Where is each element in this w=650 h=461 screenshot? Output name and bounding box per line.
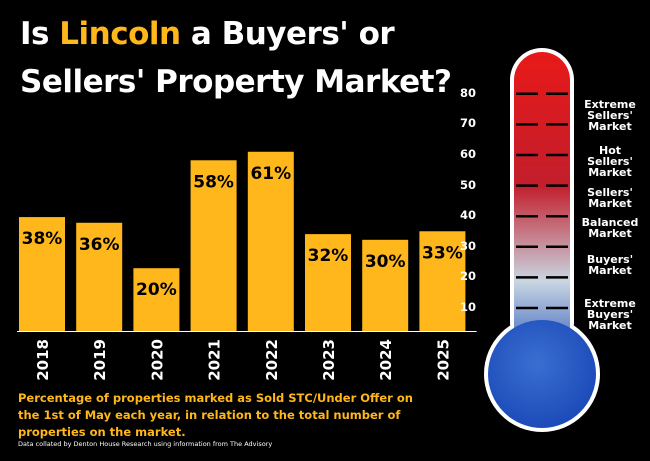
x-tick-2023: 2023 bbox=[320, 339, 338, 381]
data-label-2024: 30% bbox=[365, 252, 406, 272]
data-label-2025: 33% bbox=[422, 243, 463, 263]
x-tick-2018: 2018 bbox=[34, 339, 52, 381]
x-tick-2021: 2021 bbox=[206, 339, 224, 381]
zone-label-4: Buyers' Market bbox=[586, 253, 634, 278]
scale-label-70: 70 bbox=[459, 116, 476, 131]
title-line-1: Is Lincoln a Buyers' or bbox=[20, 10, 460, 58]
title-highlight: Lincoln bbox=[59, 16, 181, 52]
scale-label-40: 40 bbox=[459, 208, 476, 223]
thermometer-tube bbox=[514, 52, 570, 370]
x-tick-2025: 2025 bbox=[434, 339, 452, 381]
bar-2023 bbox=[305, 234, 351, 331]
bar-chart: 38% 2018 36% 2019 20% 2020 58% 2021 61% 2022 32% 20… bbox=[17, 151, 477, 381]
zone-label-1: Hot Sellers' Market bbox=[587, 143, 633, 179]
x-tick-2024: 2024 bbox=[377, 339, 395, 381]
chart-title: Is Lincoln a Buyers' or Sellers' Propert… bbox=[20, 10, 460, 106]
x-tick-2022: 2022 bbox=[263, 339, 281, 381]
data-label-2019: 36% bbox=[79, 235, 120, 255]
bar-2025 bbox=[419, 231, 466, 331]
zone-label-3: Balanced Market bbox=[581, 216, 639, 241]
scale-label-20: 20 bbox=[459, 269, 476, 284]
bar-2021 bbox=[190, 160, 237, 331]
scale-label-10: 10 bbox=[459, 300, 476, 314]
zone-label-0: Extreme Sellers' Market bbox=[584, 97, 636, 133]
scale-label-80: 80 bbox=[459, 85, 476, 100]
thermometer-bulb bbox=[488, 320, 596, 428]
title-suffix: a Buyers' or bbox=[180, 16, 395, 52]
zone-label-5: Extreme Buyers' Market bbox=[584, 296, 636, 332]
zone-label-2: Sellers' Market bbox=[587, 185, 633, 210]
data-label-2020: 20% bbox=[136, 280, 177, 300]
scale-label-30: 30 bbox=[459, 238, 476, 253]
scale-label-50: 50 bbox=[459, 177, 476, 192]
chart-footnote: Percentage of properties marked as Sold … bbox=[18, 391, 413, 439]
title-prefix: Is bbox=[20, 16, 60, 52]
data-label-2022: 61% bbox=[250, 164, 291, 184]
x-tick-2020: 2020 bbox=[148, 339, 166, 381]
scale-label-60: 60 bbox=[459, 147, 476, 161]
bar-2024 bbox=[362, 239, 409, 331]
bar-2022 bbox=[247, 151, 294, 331]
bar-2018 bbox=[19, 217, 65, 331]
bar-2020 bbox=[133, 268, 180, 331]
bar-2019 bbox=[76, 222, 123, 331]
data-source: Data collated by Denton House Research u… bbox=[18, 440, 273, 448]
data-label-2021: 58% bbox=[193, 172, 234, 192]
title-line-2: Sellers' Property Market? bbox=[20, 64, 452, 100]
data-label-2023: 32% bbox=[308, 246, 349, 266]
x-tick-2019: 2019 bbox=[91, 339, 109, 381]
data-label-2018: 38% bbox=[22, 229, 63, 249]
